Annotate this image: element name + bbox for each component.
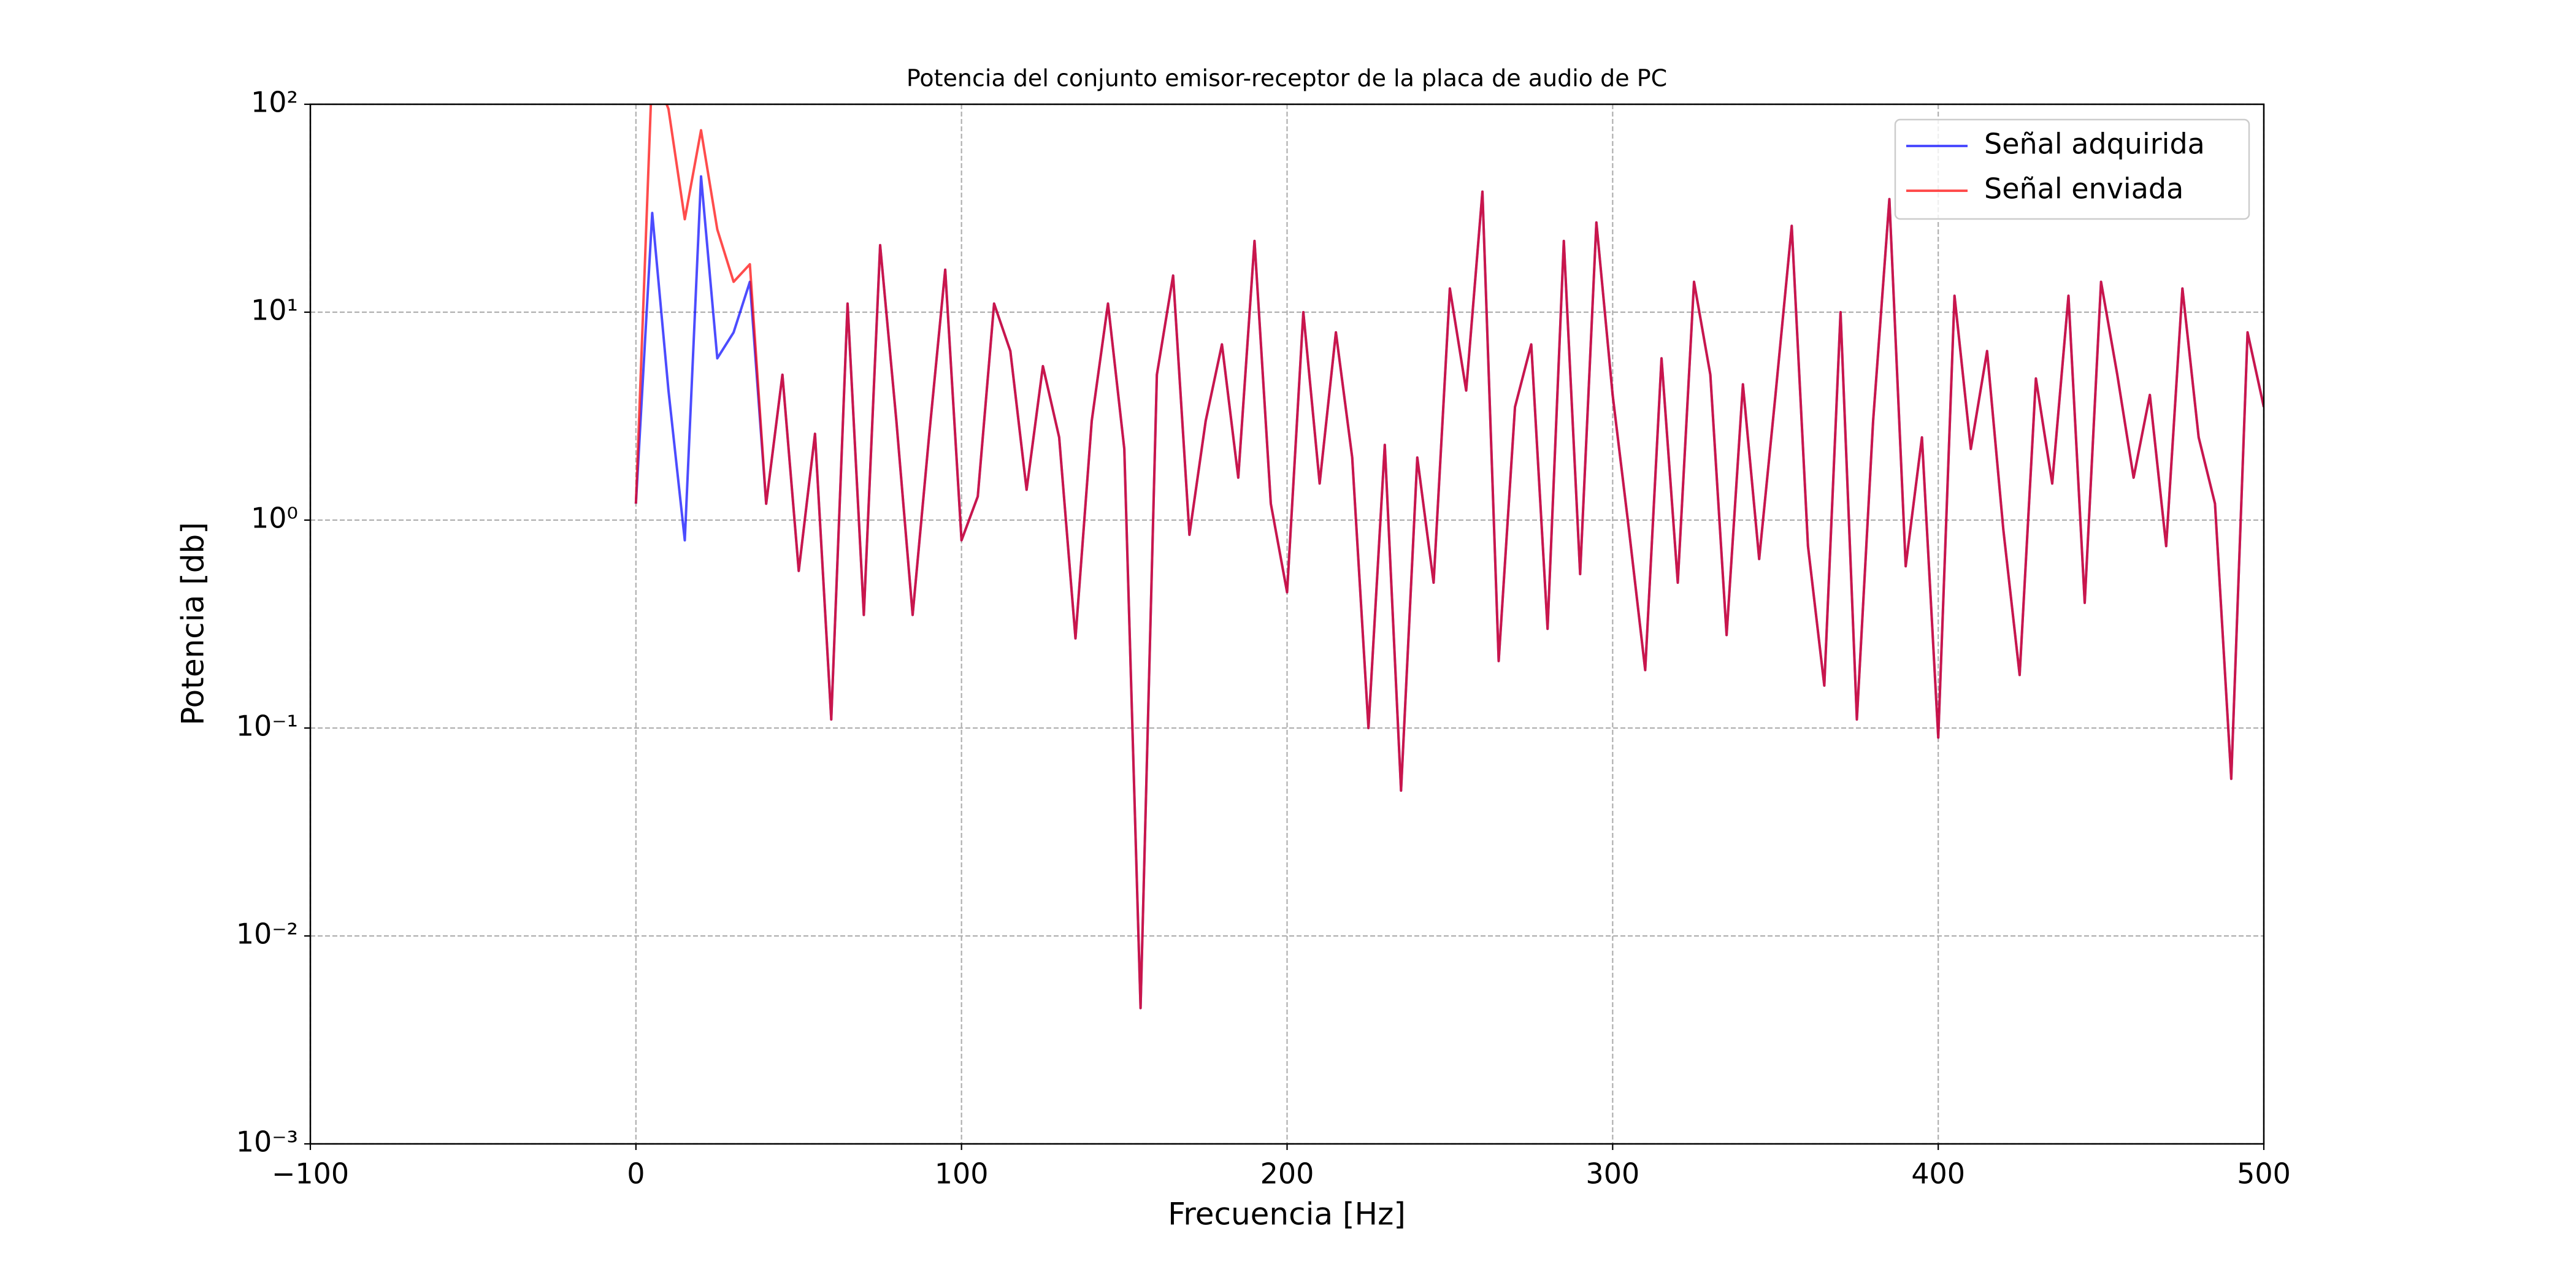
chart-title: Potencia del conjunto emisor-receptor de… [907,65,1667,92]
y-tick-label: 10⁻³ [236,1125,298,1159]
legend-label: Señal enviada [1984,172,2183,205]
y-tick-label: 10⁻² [236,918,298,951]
data-line [634,104,2264,1010]
y-tick-label: 10⁻¹ [236,710,298,743]
y-tick-label: 10⁰ [251,502,298,535]
y-tick-label: 10¹ [251,294,298,327]
legend-box [1894,118,2250,220]
x-tick-label: 400 [1911,1157,1965,1190]
x-tick-label: 300 [1585,1157,1639,1190]
y-tick-label: 10² [251,86,298,119]
y-axis-label: Potencia [db] [175,522,211,725]
plot-frame [309,103,2265,1145]
legend-label: Señal adquirida [1984,128,2205,161]
x-tick-label: −100 [272,1157,349,1190]
plot-lines [634,104,2264,1010]
x-tick-label: 500 [2237,1157,2291,1190]
x-tick-label: 200 [1260,1157,1314,1190]
x-axis-label: Frecuencia [Hz] [1168,1197,1406,1232]
x-tick-label: 100 [935,1157,989,1190]
x-tick-label: 0 [627,1157,645,1190]
